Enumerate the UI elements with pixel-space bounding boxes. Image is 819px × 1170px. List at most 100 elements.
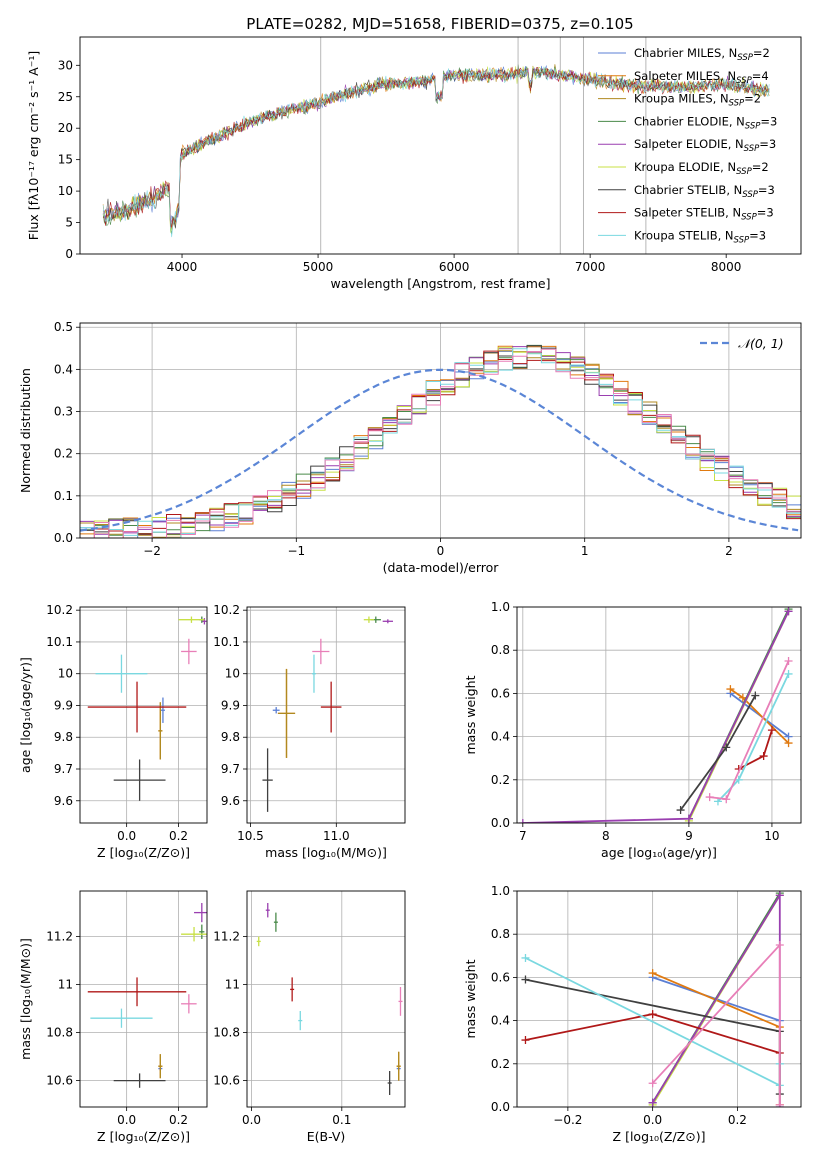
y-tick-label: 9.7 (221, 762, 240, 776)
y-tick-label: 10.2 (46, 603, 73, 617)
plot-area (80, 344, 801, 538)
x-axis-label: Z [log₁₀(Z/Z⊙)] (613, 1129, 706, 1144)
y-tick-label: 0.4 (491, 1014, 510, 1028)
axes-frame (516, 890, 802, 1108)
spectrum-line (103, 66, 770, 228)
y-tick-label: 10.8 (213, 1026, 240, 1040)
plot-area (521, 891, 784, 1107)
y-tick-label: 5 (65, 216, 73, 230)
plot-area (262, 616, 393, 812)
y-tick-label: 0.2 (54, 447, 73, 461)
y-tick-label: 0.0 (491, 1100, 510, 1114)
gaussian-curve (80, 368, 799, 532)
axes-frame (79, 36, 802, 255)
y-tick-label: 9.9 (221, 698, 240, 712)
x-tick-label: −1 (287, 544, 305, 558)
chart-age-vs-Z: 0.0 0.2 9.6 9.7 9.8 9.9 10 10.1 10.2 Z [log₁₀(Z/Z… (18, 603, 208, 860)
y-tick-label: 11.2 (46, 930, 73, 944)
x-tick-label: 0 (437, 544, 445, 558)
plot-area (102, 37, 770, 254)
y-tick-label: 0.3 (54, 405, 73, 419)
x-tick-label: 4000 (167, 260, 198, 274)
y-axis-label: age [log₁₀(age/yr)] (18, 657, 33, 773)
axes-frame (246, 890, 406, 1108)
y-axis-label: mass [log₁₀(M/M⊙)] (18, 938, 33, 1060)
y-tick-label: 0.4 (54, 362, 73, 376)
y-tick-label: 11 (225, 978, 240, 992)
legend-label: Kroupa STELIB, NSSP=3 (634, 228, 766, 245)
y-tick-label: 9.8 (54, 730, 73, 744)
y-tick-label: 9.8 (221, 730, 240, 744)
weight-marker (784, 739, 793, 748)
x-tick-label: 5000 (303, 260, 334, 274)
y-tick-label: 9.7 (54, 762, 73, 776)
y-tick-label: 10.6 (46, 1074, 73, 1088)
legend-label: Chabrier STELIB, NSSP=3 (634, 183, 775, 200)
x-tick-label: 0.0 (117, 829, 136, 843)
x-tick-label: 0.2 (728, 1113, 747, 1127)
weight-marker (722, 795, 731, 804)
y-tick-label: 10.6 (213, 1074, 240, 1088)
y-axis-label: Flux [fλ10⁻¹⁷ erg cm⁻² s⁻¹ A⁻¹] (26, 51, 41, 240)
weight-marker (676, 806, 685, 815)
x-tick-label: 1 (581, 544, 589, 558)
plot-area (518, 607, 793, 823)
spectrum-line (102, 66, 770, 238)
legend-label: Kroupa MILES, NSSP=2 (634, 92, 761, 109)
weight-marker (784, 607, 793, 616)
y-tick-label: 0.0 (491, 816, 510, 830)
x-tick-label: 7 (519, 829, 527, 843)
y-tick-label: 10.1 (213, 635, 240, 649)
histogram-step (80, 348, 801, 538)
x-tick-label: 0.2 (169, 1113, 188, 1127)
weight-marker (726, 685, 735, 694)
weight-marker (751, 691, 760, 700)
weight-marker (648, 1079, 657, 1088)
y-tick-label: 20 (58, 121, 73, 135)
x-axis-label: (data-model)/error (383, 560, 500, 575)
x-tick-label: 10.5 (237, 829, 264, 843)
x-tick-label: 0.0 (643, 1113, 662, 1127)
weight-line (679, 695, 757, 811)
x-tick-label: 9 (685, 829, 693, 843)
weight-marker (775, 941, 784, 949)
weight-marker (722, 743, 731, 752)
y-tick-label: 0.5 (54, 320, 73, 334)
chart-spectrum: 4000 5000 6000 7000 8000 0 5 10 15 20 25 30 waveleng… (26, 36, 802, 291)
x-tick-label: 7000 (575, 260, 606, 274)
x-tick-label: 2 (725, 544, 733, 558)
y-tick-label: 0.6 (491, 970, 510, 984)
x-tick-label: 8 (602, 829, 610, 843)
chart-age-vs-mass: 10.5 11.0 9.6 9.7 9.8 9.9 10 10.1 10.2 mass [log₁… (213, 603, 406, 860)
weight-marker (648, 1010, 657, 1019)
axes-frame (246, 606, 406, 824)
weight-marker (734, 775, 743, 784)
weight-marker (684, 814, 693, 823)
weight-marker (784, 669, 793, 678)
y-tick-label: 9.6 (221, 794, 240, 808)
legend-label: Chabrier ELODIE, NSSP=3 (634, 114, 777, 131)
y-tick-label: 30 (58, 58, 73, 72)
weight-marker (521, 975, 530, 984)
legend-label: Salpeter STELIB, NSSP=3 (634, 206, 774, 223)
y-tick-label: 10 (58, 667, 73, 681)
x-axis-label: E(B-V) (307, 1129, 346, 1144)
y-tick-label: 11 (58, 978, 73, 992)
plot-area (87, 616, 207, 801)
x-axis-label: Z [log₁₀(Z/Z⊙)] (97, 845, 190, 860)
y-tick-label: 10 (58, 184, 73, 198)
y-tick-label: 0.4 (491, 730, 510, 744)
chart-residuals: −2 −1 0 1 2 0.0 0.1 0.2 0.3 0.4 0.5 (data-model)/er… (18, 320, 802, 575)
weight-marker (705, 793, 714, 802)
plot-area (256, 903, 403, 1095)
y-tick-label: 0.2 (491, 1057, 510, 1071)
weight-marker (775, 891, 784, 900)
x-tick-label: 11.0 (323, 829, 350, 843)
weight-line (522, 610, 790, 823)
weight-marker (784, 657, 793, 665)
weight-marker (518, 819, 527, 823)
x-tick-label: 10 (764, 829, 779, 843)
y-tick-label: 9.6 (54, 794, 73, 808)
weight-marker (648, 969, 657, 978)
